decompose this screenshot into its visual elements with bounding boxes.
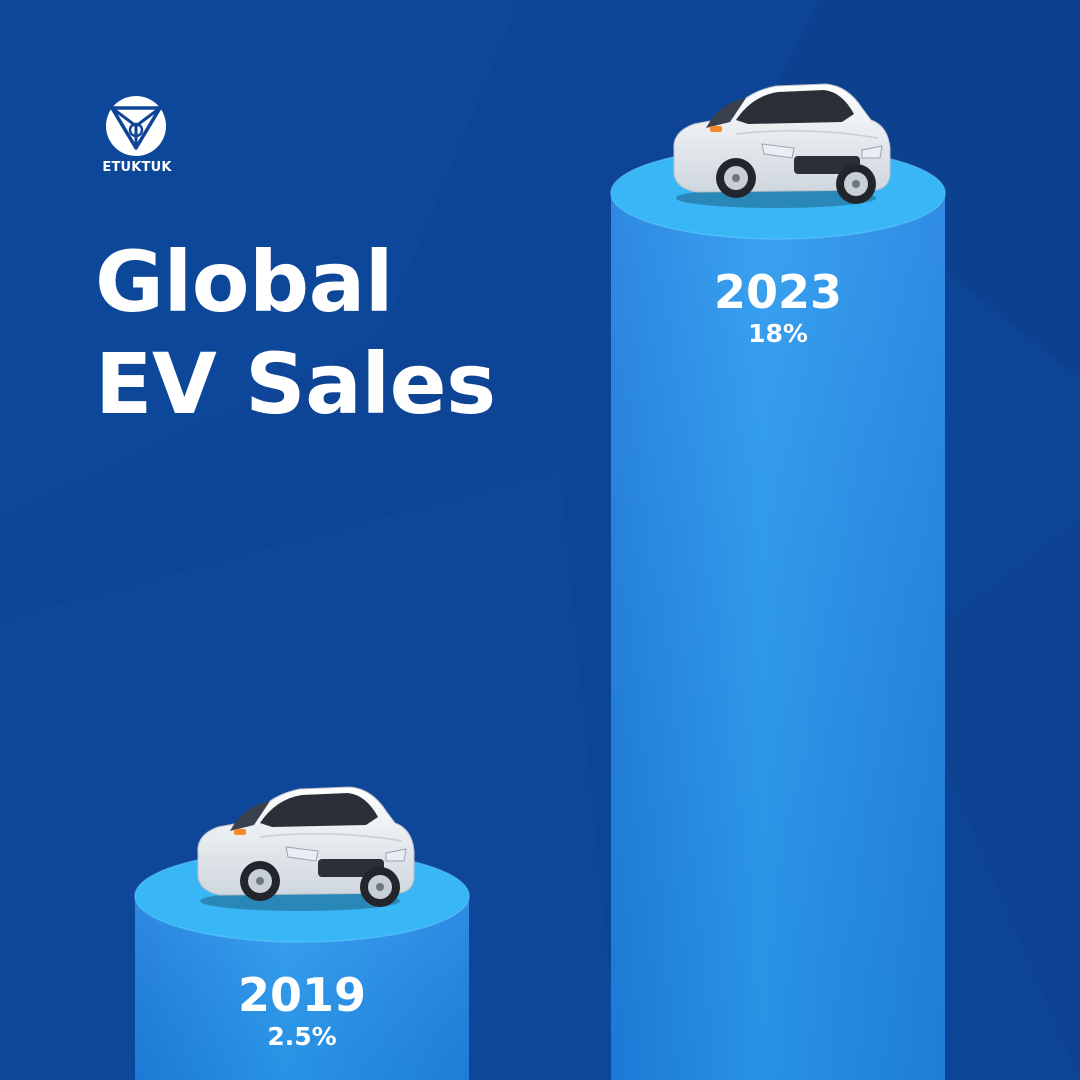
brand-name: ETUKTUK: [102, 160, 172, 175]
car-2019-icon: [197, 786, 415, 911]
bar-value-label-2023: 18%: [748, 319, 808, 348]
bar-2023: [610, 146, 946, 1080]
bar-year-label-2019: 2019: [237, 968, 367, 1022]
title-line-2: EV Sales: [95, 335, 496, 433]
bar-value-label-2019: 2.5%: [267, 1022, 337, 1051]
car-2023-icon: [673, 83, 891, 208]
bar-year-label-2023: 2023: [713, 265, 843, 319]
title-line-1: Global: [95, 233, 394, 331]
etuktuk-logo-icon: [106, 96, 166, 156]
